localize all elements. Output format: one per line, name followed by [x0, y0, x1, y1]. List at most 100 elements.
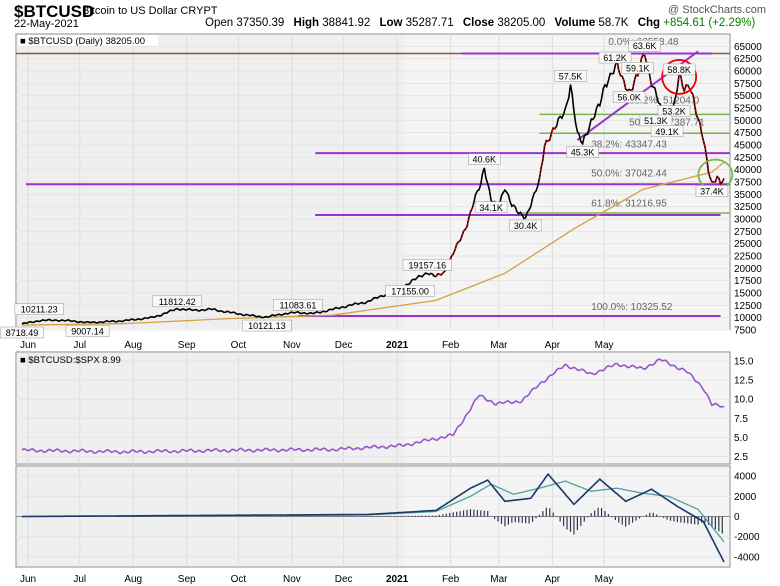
chg-value: +854.61 (+2.29%): [663, 17, 756, 29]
shade-region-1: [17, 353, 405, 463]
x-label-bottom: Apr: [545, 574, 561, 585]
ratio-line: [21, 358, 725, 455]
y-tick-price: 47500: [734, 128, 762, 139]
annotation-box-17: [273, 299, 323, 311]
x-label-bottom: Dec: [335, 574, 353, 585]
annotation-box-10: [468, 153, 501, 165]
annotation-box-9: [566, 146, 599, 158]
y-tick-price: 65000: [734, 42, 762, 53]
annotation-box-20: [65, 325, 110, 337]
fib-label-6: 100.0%: 10325.52: [591, 302, 673, 313]
annotation-label-16: 11812.42: [159, 297, 196, 307]
y-tick-price: 30000: [734, 215, 762, 226]
x-label-bottom: 2021: [386, 574, 409, 585]
y-tick-price: 35000: [734, 190, 762, 201]
y-tick-price: 40000: [734, 165, 762, 176]
annotation-box-2: [621, 62, 655, 74]
fib-label-5: 61.8%: 31216.95: [591, 199, 667, 210]
y-tick-price: 60000: [734, 67, 762, 78]
x-label-bottom: Aug: [124, 574, 142, 585]
annotation-box-12: [509, 219, 542, 232]
annotation-label-12: 30.4K: [514, 221, 538, 231]
y-tick-price: 45000: [734, 141, 762, 152]
y-tick-ratio: 7.5: [734, 414, 748, 425]
chart-date: 22-May-2021: [14, 18, 79, 30]
x-label-top: Apr: [545, 340, 561, 351]
annotation-box-5: [612, 91, 646, 103]
open-label: Open: [205, 17, 234, 29]
annotation-box-4: [662, 63, 696, 76]
annotation-label-20: 9007.14: [71, 327, 104, 337]
price-legend: ■ $BTCUSD (Daily) 38205.00: [20, 36, 145, 47]
high-label: High: [293, 17, 320, 29]
price-up-segment-0: [435, 201, 475, 277]
x-label-top: Nov: [283, 340, 301, 351]
annotation-label-14: 19157.16: [409, 260, 447, 270]
y-tick-price: 37500: [734, 178, 762, 189]
shade-region-right-1: [404, 353, 729, 463]
annotation-label-13: 37.4K: [700, 186, 724, 196]
y-tick-price: 50000: [734, 116, 762, 127]
annotation-label-7: 51.3K: [644, 116, 668, 126]
annotation-box-16: [152, 295, 202, 308]
y-tick-macd: -2000: [734, 532, 760, 543]
close-value: 38205.00: [497, 17, 546, 29]
symbol-title: $BTCUSD: [14, 2, 95, 21]
annotation-box-3: [554, 70, 587, 82]
annotation-label-1: 61.2K: [603, 53, 627, 63]
ratio-legend: ■ $BTCUSD:$SPX 8.99: [20, 355, 121, 366]
x-label-top: May: [595, 340, 614, 351]
annotation-label-21: 8718.49: [6, 328, 39, 338]
annotation-label-17: 11083.61: [280, 300, 317, 310]
x-label-bottom: Jul: [73, 574, 86, 585]
x-label-top: Jun: [20, 340, 36, 351]
highlight-circle-top: [661, 59, 698, 95]
x-label-bottom: Oct: [231, 574, 247, 585]
chart-header: $BTCUSD Bitcoin to US Dollar CRYPT 22-Ma…: [0, 0, 780, 30]
y-tick-ratio: 5.0: [734, 433, 748, 444]
x-label-bottom: May: [595, 574, 614, 585]
fib-label-1: 38.2%: 51204.0: [629, 96, 699, 107]
annotation-box-6: [657, 105, 691, 117]
y-tick-price: 32500: [734, 202, 762, 213]
y-tick-price: 62500: [734, 54, 762, 65]
ohlc-line: Open 37350.39 High 38841.92 Low 35287.71…: [205, 17, 755, 29]
annotation-box-8: [650, 125, 684, 138]
x-label-top: Sep: [178, 340, 196, 351]
chg-label: Chg: [637, 17, 661, 29]
high-value: 38841.92: [322, 17, 371, 29]
x-label-top: Dec: [335, 340, 353, 351]
x-label-bottom: Jun: [20, 574, 36, 585]
annotation-label-15: 17155.00: [391, 286, 429, 296]
y-tick-ratio: 15.0: [734, 357, 754, 368]
price-line: [21, 53, 725, 325]
price-up-segment-1: [538, 125, 558, 179]
x-label-top: Oct: [231, 340, 247, 351]
y-tick-macd: 0: [734, 512, 740, 523]
price-legend-bg: [18, 35, 158, 46]
x-label-top: 2021: [386, 340, 409, 351]
annotation-label-3: 57.5K: [559, 71, 583, 81]
annotation-label-2: 59.1K: [626, 63, 650, 73]
x-label-top: Feb: [442, 340, 460, 351]
y-tick-price: 57500: [734, 79, 762, 90]
annotation-label-11: 34.1K: [479, 203, 503, 213]
annotation-box-0: [628, 39, 661, 52]
y-tick-price: 17500: [734, 276, 762, 287]
annotation-label-19: 10121.13: [248, 321, 286, 331]
annotation-label-8: 49.1K: [655, 127, 679, 137]
y-tick-price: 22500: [734, 252, 762, 263]
annotation-label-4: 58.8K: [667, 65, 691, 75]
y-tick-ratio: 2.5: [734, 452, 748, 463]
y-tick-price: 10000: [734, 313, 762, 324]
annotation-box-21: [0, 326, 44, 339]
x-label-top: Jul: [73, 340, 86, 351]
annotation-label-18: 10211.23: [21, 305, 58, 315]
volume-label: Volume: [554, 17, 596, 29]
y-tick-price: 52500: [734, 104, 762, 115]
macd-line: [22, 472, 725, 563]
x-label-bottom: Sep: [178, 574, 196, 585]
annotation-box-1: [598, 51, 632, 64]
annotation-label-9: 45.3K: [571, 148, 595, 158]
y-tick-macd: 4000: [734, 472, 757, 483]
